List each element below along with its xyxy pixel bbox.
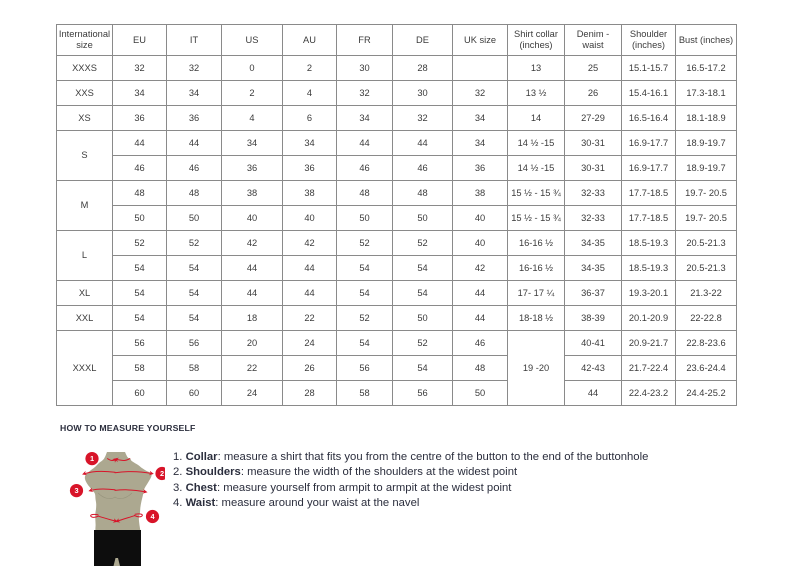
svg-text:1: 1 bbox=[90, 454, 94, 463]
svg-text:2: 2 bbox=[160, 469, 164, 478]
svg-text:3: 3 bbox=[74, 486, 78, 495]
